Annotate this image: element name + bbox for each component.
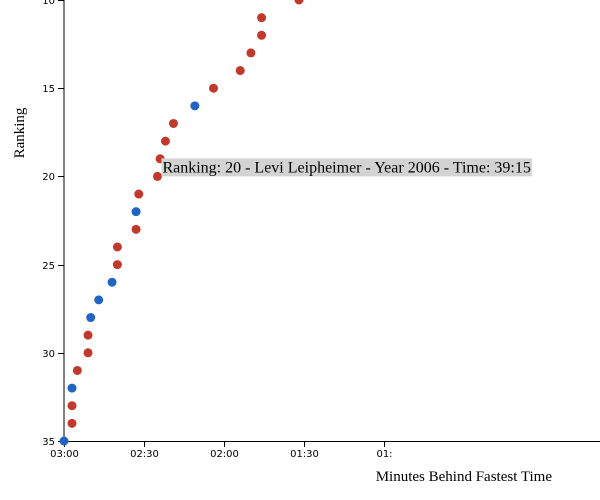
- data-point-doping[interactable]: [134, 189, 144, 199]
- data-point-no-doping[interactable]: [131, 207, 141, 217]
- y-tick-label: 30: [42, 349, 55, 360]
- y-tick-label: 25: [42, 261, 55, 272]
- x-axis: 03:00 02:30 02:00 01:30 01:: [50, 441, 600, 460]
- data-point-doping[interactable]: [83, 330, 93, 340]
- data-point-doping[interactable]: [246, 48, 256, 58]
- data-point-doping[interactable]: [83, 348, 93, 358]
- data-point-doping[interactable]: [160, 136, 170, 146]
- data-point-doping[interactable]: [112, 242, 122, 252]
- data-point-no-doping[interactable]: [190, 101, 200, 111]
- data-point-doping[interactable]: [235, 66, 245, 76]
- x-tick-label: 01:30: [290, 449, 319, 460]
- tooltip-text: Ranking: 20 - Levi Leipheimer - Year 200…: [162, 159, 530, 176]
- data-point-doping[interactable]: [257, 13, 267, 23]
- data-point-no-doping[interactable]: [94, 295, 104, 305]
- data-point-doping[interactable]: [67, 418, 77, 428]
- data-points: [59, 0, 304, 446]
- data-point-doping[interactable]: [209, 83, 219, 93]
- y-tick-label: 15: [42, 84, 55, 95]
- data-point-no-doping[interactable]: [86, 313, 96, 323]
- x-tick-label: 01:: [376, 449, 392, 460]
- tooltip: Ranking: 20 - Levi Leipheimer - Year 200…: [161, 158, 532, 177]
- data-point-no-doping[interactable]: [67, 383, 77, 393]
- data-point-doping[interactable]: [112, 260, 122, 270]
- data-point-doping[interactable]: [131, 224, 141, 234]
- data-point-doping[interactable]: [294, 0, 304, 5]
- data-point-no-doping[interactable]: [107, 277, 117, 287]
- x-axis-title: Minutes Behind Fastest Time: [376, 469, 553, 485]
- x-tick-label: 02:00: [210, 449, 239, 460]
- data-point-doping[interactable]: [168, 118, 178, 128]
- data-point-doping[interactable]: [257, 30, 267, 40]
- y-axis: 10 15 20 25 30 35: [42, 0, 65, 448]
- y-tick-label: 10: [42, 0, 55, 7]
- data-point-doping[interactable]: [152, 171, 162, 181]
- y-axis-title: Ranking: [12, 107, 28, 158]
- data-point-no-doping[interactable]: [59, 436, 69, 446]
- y-tick-label: 20: [42, 172, 55, 183]
- data-point-doping[interactable]: [67, 401, 77, 411]
- x-tick-label: 02:30: [130, 449, 159, 460]
- x-tick-label: 03:00: [50, 449, 79, 460]
- y-tick-label: 35: [42, 437, 55, 448]
- data-point-doping[interactable]: [72, 365, 82, 375]
- tooltip-background: [161, 158, 532, 177]
